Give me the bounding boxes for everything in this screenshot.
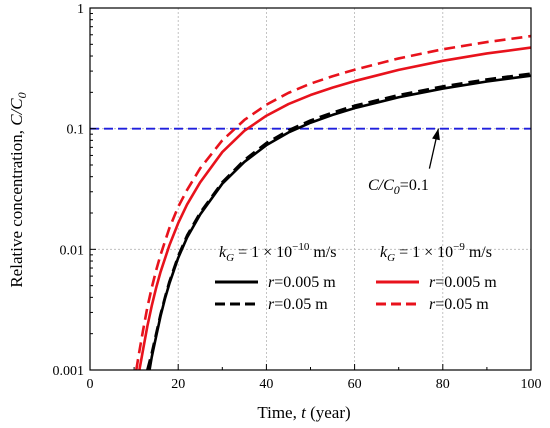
x-tick-label: 20	[171, 377, 185, 392]
annotation-arrowhead	[432, 128, 440, 141]
legend-header-1: kG = 1 × 10−10 m/s	[219, 241, 336, 264]
x-tick-label: 60	[348, 377, 362, 392]
legend-label-r0005-kg1e-9: r=0.005 m	[429, 274, 497, 291]
x-tick-label: 80	[436, 377, 450, 392]
y-tick-label: 0.001	[53, 364, 85, 379]
x-axis-title: Time, t (year)	[257, 403, 350, 422]
x-tick-label: 40	[259, 377, 273, 392]
legend-label-r005-kg1e-9: r=0.05 m	[429, 296, 489, 313]
x-tick-label: 0	[87, 377, 94, 392]
x-tick-label: 100	[521, 377, 542, 392]
ticks-layer: 0 20 40 60 80 100 0.001 0.01 0.1 1	[53, 2, 542, 392]
legend-label-r005-kg1e-10: r=0.05 m	[268, 296, 328, 313]
series-line-3	[135, 34, 532, 371]
y-tick-label: 0.1	[67, 123, 85, 138]
legend-header-2: kG = 1 × 10−9 m/s	[380, 241, 492, 264]
legend: kG = 1 × 10−10 m/s kG = 1 × 10−9 m/s r=0…	[215, 241, 497, 313]
series-line-2	[138, 46, 532, 371]
annotation-label: C/C0=0.1	[368, 177, 429, 197]
y-tick-label: 0.01	[60, 243, 85, 258]
y-axis-title: Relative concentration, C/C0	[7, 92, 29, 287]
series-layer	[135, 34, 532, 371]
y-tick-label: 1	[77, 2, 84, 17]
annotation: C/C0=0.1	[368, 128, 440, 197]
series-line-1	[146, 72, 532, 371]
legend-label-r0005-kg1e-10: r=0.005 m	[268, 274, 336, 291]
